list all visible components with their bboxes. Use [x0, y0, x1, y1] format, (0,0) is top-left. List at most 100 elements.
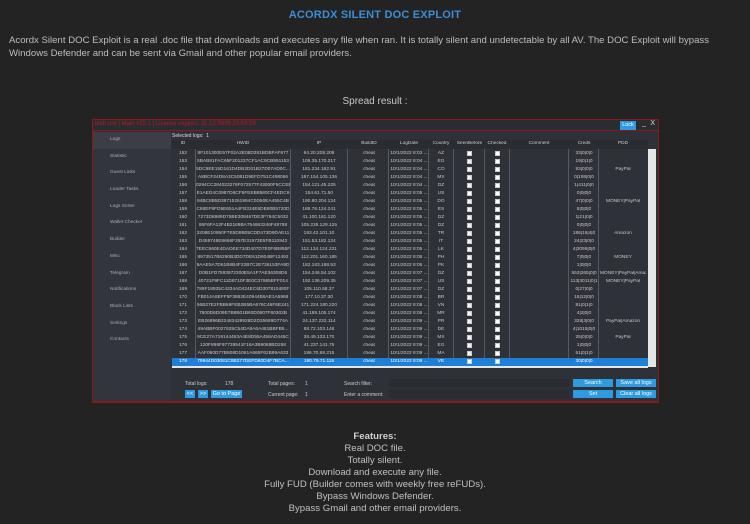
seen-before-checkbox[interactable]: ✓ [467, 335, 472, 340]
seen-before-checkbox[interactable]: ✓ [467, 279, 472, 284]
set-comment-button[interactable]: Set [573, 390, 613, 398]
column-header-hwid[interactable]: HWID [236, 141, 250, 146]
table-row[interactable]: 173 EB26896B22483429928D2D35669D774A 24.13… [172, 318, 648, 326]
table-row[interactable]: 162 3208E10950F7E5D9B05CDD473D9DAE11 193.4… [172, 230, 648, 238]
table-row[interactable]: 165 8973917B6290B3DD7DE61D604BF12492 112.2… [172, 254, 648, 262]
search-filter-input[interactable] [389, 379, 569, 387]
seen-before-checkbox[interactable]: ✓ [467, 359, 472, 364]
table-row[interactable]: 156 0294CC264023278F072577F43000F5CCEE 154… [172, 182, 648, 190]
column-header-id[interactable]: ID [180, 141, 186, 146]
column-header-buildid[interactable]: BuildID [361, 141, 377, 146]
column-header-ip[interactable]: IP [316, 141, 322, 146]
horizontal-scrollbar[interactable] [172, 364, 648, 368]
sidebar-item-logs-sorter[interactable]: Logs Sorter [110, 203, 135, 209]
lock-button[interactable]: Lock [620, 121, 636, 130]
sidebar-item-misc[interactable]: Misc [110, 253, 120, 259]
seen-before-checkbox[interactable]: ✓ [467, 287, 472, 292]
table-row[interactable]: 158 94BC8B5D39715261994C0D50EA455C4B 190.8… [172, 198, 648, 206]
table-row[interactable]: 160 7273D8989D75BE308467DE3F784C5032 41.10… [172, 214, 648, 222]
table-row[interactable]: 152 8F101300E57F02A2E08D381BDBFAF677 94.20… [172, 150, 648, 158]
checked-checkbox[interactable] [494, 287, 500, 292]
checked-checkbox[interactable] [494, 183, 500, 188]
checked-checkbox[interactable] [494, 175, 500, 180]
seen-before-checkbox[interactable]: ✓ [467, 207, 472, 212]
sidebar-item-loader-tasks[interactable]: Loader Tasks [110, 187, 139, 193]
table-row[interactable]: 176 120F898F97739541F16A3B9068BD258 41.237… [172, 342, 648, 350]
table-row[interactable]: 166 9AAE5A7D61B8B4F22B7C2E736153FA9D 182.1… [172, 262, 648, 270]
checked-checkbox[interactable] [494, 351, 500, 356]
checked-checkbox[interactable] [494, 207, 500, 212]
seen-before-checkbox[interactable]: ✓ [467, 183, 472, 188]
seen-before-checkbox[interactable]: ✓ [467, 255, 472, 260]
checked-checkbox[interactable] [494, 271, 500, 276]
table-row[interactable]: 153 5BAB91FAC65F201237CF1AC9CB951153 105.3… [172, 158, 648, 166]
table-row[interactable]: 170 FB014A8EFF5F3862E40944B6AE1A5968 177.1… [172, 294, 648, 302]
clear-all-logs-button[interactable]: Clear all logs [616, 390, 656, 398]
seen-before-checkbox[interactable]: ✓ [467, 311, 472, 316]
table-row[interactable]: 169 789F18935C4334AD424EC6D307810480F 105.… [172, 286, 648, 294]
table-row[interactable]: 163 D459746E8666F397E31973E5FB110943 151.5… [172, 238, 648, 246]
checked-checkbox[interactable] [494, 247, 500, 252]
table-row[interactable]: 177 AAF060D77B808D1061A665F62B99A633 196.7… [172, 350, 648, 358]
sidebar-item-notifications[interactable]: Notifications [110, 287, 137, 293]
seen-before-checkbox[interactable]: ✓ [467, 239, 472, 244]
table-row[interactable]: 172 7800D6D09E7B8B01B60D0807F60302B 41.188… [172, 310, 648, 318]
checked-checkbox[interactable] [494, 199, 500, 204]
checked-checkbox[interactable] [494, 359, 500, 364]
search-button[interactable]: Search [573, 379, 613, 387]
checked-checkbox[interactable] [494, 343, 500, 348]
table-row[interactable]: 154 5DC9EE15D161D4DB2D01B27D07AD0C... 181.… [172, 166, 648, 174]
checked-checkbox[interactable] [494, 303, 500, 308]
table-row[interactable]: 159 C86EF9FD5E651A4FB324E6DB80B5720D 188.7… [172, 206, 648, 214]
save-all-logs-button[interactable]: Save all logs [616, 379, 656, 387]
table-row[interactable]: 155 A8BCF24D8A3C5081D9EFD751C498066 187.15… [172, 174, 648, 182]
next-page-button[interactable]: >> [198, 390, 208, 398]
sidebar-item-black-lists[interactable]: Black Lists [110, 303, 133, 309]
close-button[interactable]: X [650, 120, 655, 127]
checked-checkbox[interactable] [494, 319, 500, 324]
sidebar-item-telegram[interactable]: Telegram [110, 270, 130, 276]
sidebar-item-contacts[interactable]: Contacts [110, 337, 129, 343]
sidebar-item-wallet-checker[interactable]: Wallet Checker [110, 220, 143, 226]
column-header-creds[interactable]: Creds [577, 141, 591, 146]
seen-before-checkbox[interactable]: ✓ [467, 199, 472, 204]
column-header-pdd[interactable]: PDD [617, 141, 629, 146]
checked-checkbox[interactable] [494, 167, 500, 172]
sidebar-item-statistic[interactable]: Statistic [110, 153, 127, 159]
checked-checkbox[interactable] [494, 215, 500, 220]
checked-checkbox[interactable] [494, 151, 500, 156]
sidebar-item-settings[interactable]: Settings [110, 320, 128, 326]
table-row[interactable]: 167 D0B1FD7593972300E5A1F7AE36308D6 154.24… [172, 270, 648, 278]
seen-before-checkbox[interactable]: ✓ [467, 175, 472, 180]
vertical-scrollbar[interactable] [648, 149, 656, 367]
seen-before-checkbox[interactable]: ✓ [467, 295, 472, 300]
seen-before-checkbox[interactable]: ✓ [467, 159, 472, 164]
seen-before-checkbox[interactable]: ✓ [467, 167, 472, 172]
prev-page-button[interactable]: << [185, 390, 195, 398]
seen-before-checkbox[interactable]: ✓ [467, 263, 472, 268]
column-header-country[interactable]: Country [432, 141, 450, 146]
checked-checkbox[interactable] [494, 295, 500, 300]
sidebar-item-guest-links[interactable]: Guest Links [110, 170, 136, 176]
column-header-logdate[interactable]: LogDate [399, 141, 419, 146]
seen-before-checkbox[interactable]: ✓ [467, 223, 472, 228]
seen-before-checkbox[interactable]: ✓ [467, 303, 472, 308]
checked-checkbox[interactable] [494, 231, 500, 236]
checked-checkbox[interactable] [494, 223, 500, 228]
seen-before-checkbox[interactable]: ✓ [467, 327, 472, 332]
table-row[interactable]: 174 49ABBF0027625C54DA9A6A481BBFB5... 88.7… [172, 326, 648, 334]
table-row[interactable]: 175 9CE27A719144463A4E8D55A458AD445C 38.49… [172, 334, 648, 342]
table-row[interactable]: 171 56B27E2FBB69FEB2B5BA676C46F6E241 171.2… [172, 302, 648, 310]
checked-checkbox[interactable] [494, 335, 500, 340]
column-header-checked[interactable]: Checked [487, 141, 507, 146]
checked-checkbox[interactable] [494, 239, 500, 244]
checked-checkbox[interactable] [494, 263, 500, 268]
checked-checkbox[interactable] [494, 159, 500, 164]
column-header-comment[interactable]: Comment [528, 141, 550, 146]
sidebar-item-builder[interactable]: Builder [110, 237, 125, 243]
comment-input[interactable] [389, 390, 569, 398]
seen-before-checkbox[interactable] [467, 191, 472, 196]
checked-checkbox[interactable] [494, 327, 500, 332]
minimize-button[interactable]: _ [642, 120, 646, 127]
table-row[interactable]: 178 79944D03081C8B277DEFD60D4F7BCA... 190.… [172, 358, 648, 366]
